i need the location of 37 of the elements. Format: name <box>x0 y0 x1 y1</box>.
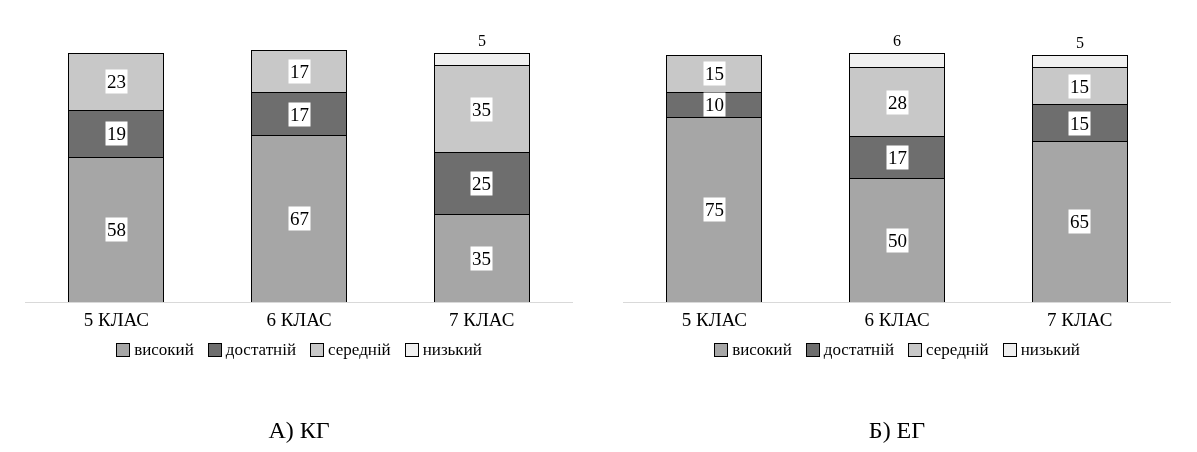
data-label: 6 <box>893 32 901 49</box>
legend-label: достатній <box>823 340 895 360</box>
data-label: 25 <box>472 173 491 194</box>
data-label: 75 <box>705 199 724 220</box>
x-tick-label: 7 КЛАС <box>449 308 515 330</box>
data-label: 35 <box>472 99 491 120</box>
x-tick-label: 6 КЛАС <box>266 308 332 330</box>
data-label: 35 <box>472 248 491 269</box>
data-label: 17 <box>290 61 309 82</box>
legend-label: середній <box>926 340 989 360</box>
data-label: 19 <box>107 123 126 144</box>
legend-label: високий <box>732 340 792 360</box>
data-label: 50 <box>888 230 907 251</box>
x-tick-label: 5 КЛАС <box>83 308 149 330</box>
legend-label: достатній <box>225 340 297 360</box>
data-label: 23 <box>107 71 126 92</box>
legend-label: низький <box>422 340 482 360</box>
data-label: 28 <box>888 92 907 113</box>
data-label: 17 <box>888 147 907 168</box>
data-label: 5 <box>478 32 486 49</box>
data-label: 58 <box>107 219 126 240</box>
text: Б) ЕГ <box>868 417 926 444</box>
data-label: 65 <box>1070 211 1089 232</box>
data-label: 15 <box>1070 76 1089 97</box>
legend-label: низький <box>1020 340 1080 360</box>
data-label: 15 <box>705 63 724 84</box>
x-tick-label: 5 КЛАС <box>681 308 747 330</box>
data-label: 10 <box>705 94 724 115</box>
data-label: 67 <box>290 208 309 229</box>
data-label: 17 <box>290 104 309 125</box>
x-tick-label: 7 КЛАС <box>1047 308 1113 330</box>
legend-label: високий <box>134 340 194 360</box>
text: А) КГ <box>268 417 330 444</box>
x-tick-label: 6 КЛАС <box>864 308 930 330</box>
data-label: 5 <box>1076 34 1084 51</box>
data-label: 15 <box>1070 113 1089 134</box>
legend-label: середній <box>328 340 391 360</box>
